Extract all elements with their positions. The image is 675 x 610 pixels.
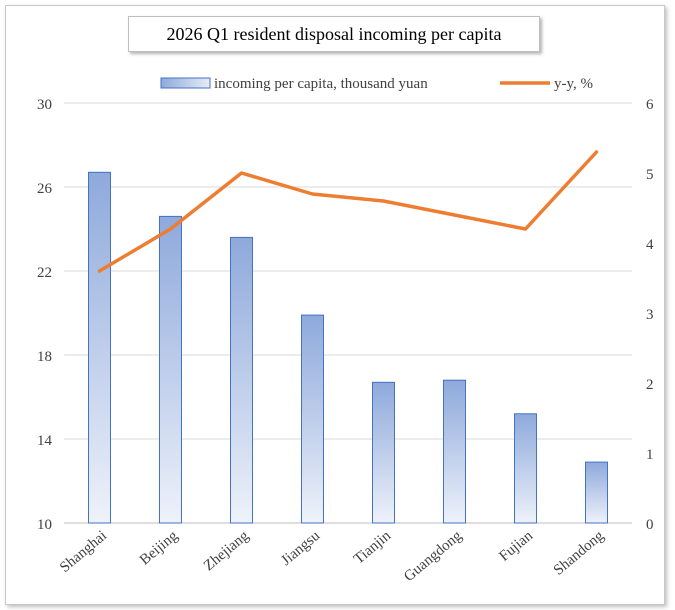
line-point <box>382 199 385 203</box>
legend-label-line: y-y, % <box>554 76 593 92</box>
x-tick-label: Zhejiang <box>201 527 253 574</box>
series-line-yy <box>97 150 599 273</box>
x-tick-label: Shandong <box>551 527 608 578</box>
bar <box>88 171 111 524</box>
chart-title: 2026 Q1 resident disposal incoming per c… <box>128 16 540 52</box>
y-left-tick-label: 22 <box>37 265 52 281</box>
y-right-tick-label: 3 <box>646 307 654 323</box>
legend-swatch-bar <box>160 77 211 89</box>
line-point <box>524 227 527 231</box>
bar <box>443 379 466 524</box>
line-point <box>595 150 598 154</box>
y-left-tick-label: 14 <box>37 433 53 449</box>
y-left-tick-label: 18 <box>37 349 52 365</box>
bar <box>301 314 324 524</box>
x-tick-label: Jiangsu <box>278 527 323 569</box>
y-left-tick-label: 30 <box>37 97 52 113</box>
bar <box>514 413 537 524</box>
y-left-tick-label: 26 <box>37 181 53 197</box>
line-point <box>453 213 456 217</box>
x-tick-label: Shanghai <box>57 528 110 576</box>
line-point <box>311 192 314 196</box>
bar <box>372 381 395 524</box>
chart-frame <box>5 5 665 605</box>
y-right-tick-label: 4 <box>646 237 654 253</box>
x-tick-label: Guangdong <box>401 527 465 585</box>
y-right-tick-label: 5 <box>646 167 654 183</box>
bar <box>585 461 608 524</box>
legend-label-bar: incoming per capita, thousand yuan <box>214 76 428 92</box>
y-right-tick-label: 2 <box>646 377 654 393</box>
bar <box>230 236 253 524</box>
y-right-tick-label: 0 <box>646 517 654 533</box>
x-tick-label: Fujian <box>496 527 536 564</box>
y-right-tick-label: 1 <box>646 447 654 463</box>
line-point <box>98 269 101 273</box>
bar <box>159 215 182 524</box>
y-right-tick-label: 6 <box>646 97 654 113</box>
x-tick-label: Beijing <box>137 527 182 568</box>
line-point <box>240 171 243 175</box>
x-tick-label: Tianjin <box>351 527 394 567</box>
y-left-tick-label: 10 <box>37 517 52 533</box>
line-point <box>169 227 172 231</box>
